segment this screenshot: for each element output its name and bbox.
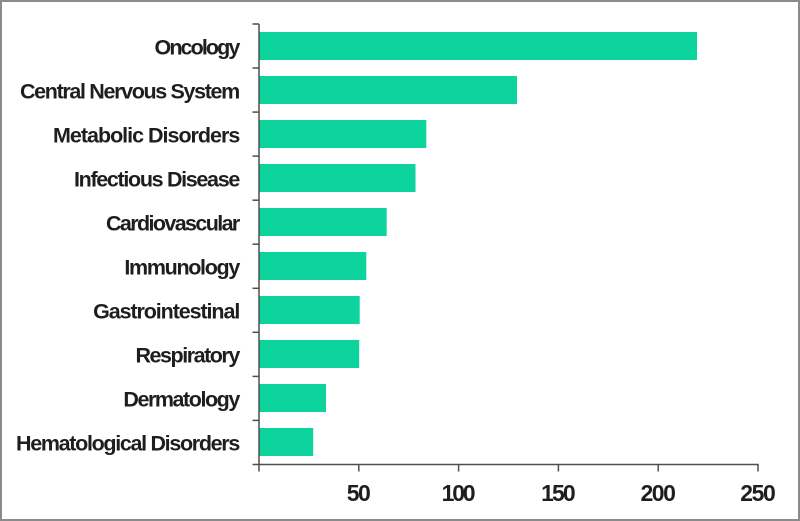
svg-text:Respiratory: Respiratory [136, 344, 241, 368]
svg-text:Dermatology: Dermatology [123, 388, 240, 412]
svg-text:Central Nervous System: Central Nervous System [20, 80, 240, 104]
svg-text:Infectious Disease: Infectious Disease [74, 168, 240, 192]
svg-text:Cardiovascular: Cardiovascular [106, 212, 241, 236]
svg-text:Immunology: Immunology [124, 256, 240, 280]
svg-text:200: 200 [640, 480, 676, 506]
svg-text:Hematological Disorders: Hematological Disorders [16, 432, 240, 456]
svg-text:250: 250 [740, 480, 776, 506]
svg-text:100: 100 [442, 480, 476, 506]
svg-text:Gastrointestinal: Gastrointestinal [93, 300, 240, 324]
svg-text:150: 150 [541, 480, 576, 506]
svg-text:50: 50 [347, 480, 371, 506]
svg-text:Oncology: Oncology [155, 36, 241, 60]
svg-text:Metabolic Disorders: Metabolic Disorders [53, 124, 240, 148]
